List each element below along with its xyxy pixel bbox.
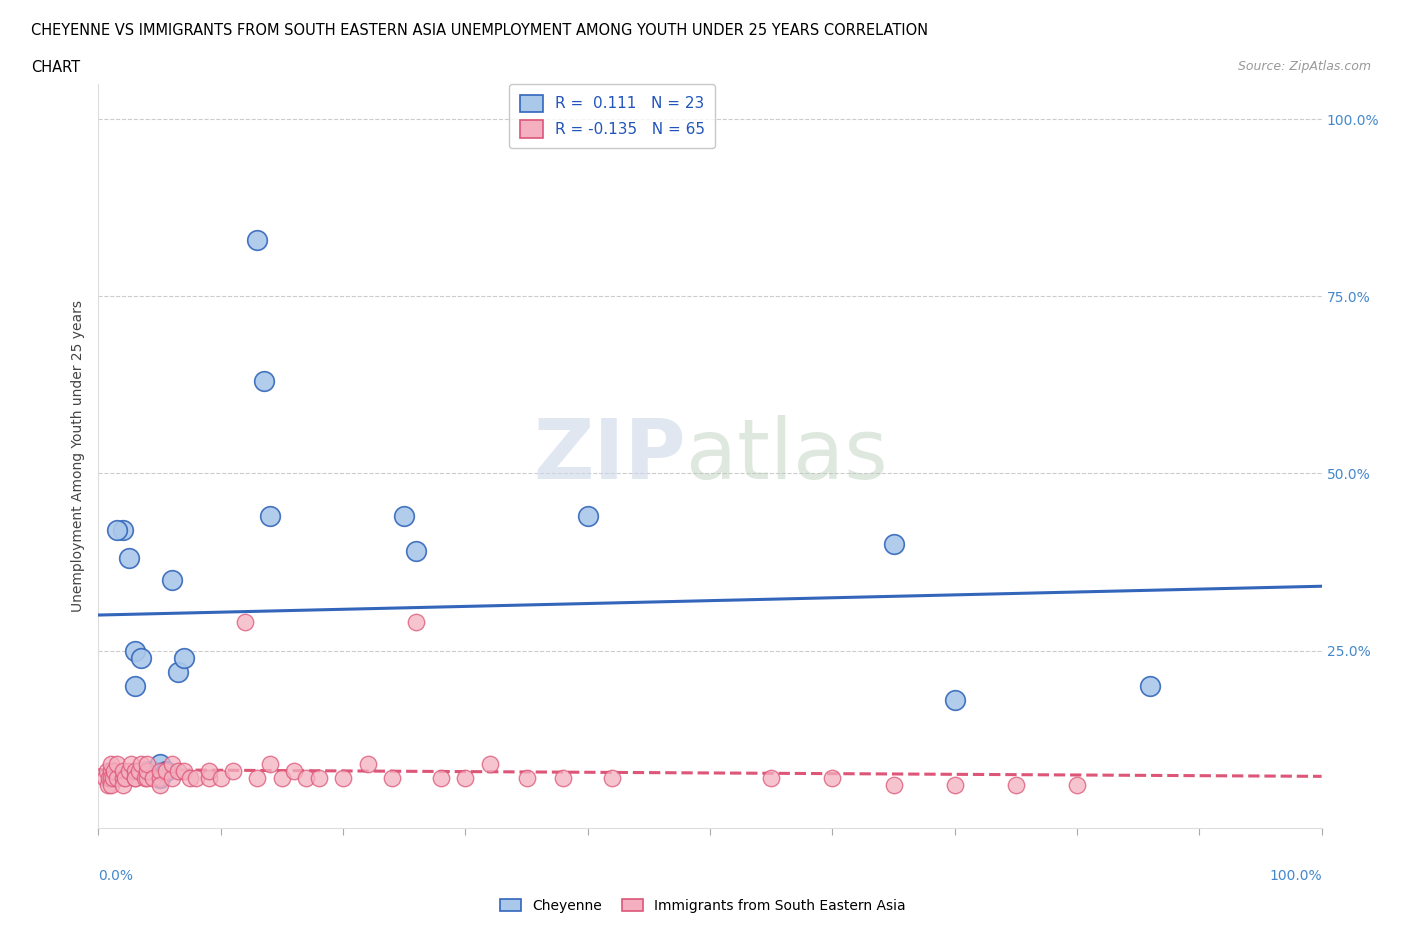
Point <box>943 693 966 708</box>
Point <box>515 771 537 786</box>
Point <box>96 764 118 778</box>
Point <box>142 771 165 786</box>
Point <box>246 771 269 786</box>
Point <box>270 771 294 786</box>
Point <box>97 777 120 792</box>
Text: CHART: CHART <box>31 60 80 75</box>
Point <box>149 771 172 786</box>
Point <box>98 771 121 786</box>
Point <box>1139 679 1161 694</box>
Point <box>103 764 125 778</box>
Point <box>883 537 905 551</box>
Legend: R =  0.111   N = 23, R = -0.135   N = 65: R = 0.111 N = 23, R = -0.135 N = 65 <box>509 84 716 148</box>
Point <box>356 756 378 771</box>
Legend: Cheyenne, Immigrants from South Eastern Asia: Cheyenne, Immigrants from South Eastern … <box>495 894 911 919</box>
Point <box>197 771 219 786</box>
Point <box>186 771 208 786</box>
Point <box>129 650 152 665</box>
Point <box>179 771 201 786</box>
Point <box>761 771 783 786</box>
Point <box>134 771 156 786</box>
Point <box>93 771 115 786</box>
Point <box>160 572 183 587</box>
Point <box>821 771 844 786</box>
Point <box>149 764 172 778</box>
Point <box>600 771 623 786</box>
Point <box>252 374 274 389</box>
Point <box>405 615 427 630</box>
Point <box>105 771 128 786</box>
Point <box>149 756 172 771</box>
Point <box>120 756 142 771</box>
Point <box>124 764 146 778</box>
Point <box>124 644 146 658</box>
Point <box>128 764 150 778</box>
Point <box>111 764 134 778</box>
Point <box>129 756 152 771</box>
Point <box>118 551 141 565</box>
Point <box>155 764 177 778</box>
Y-axis label: Unemployment Among Youth under 25 years: Unemployment Among Youth under 25 years <box>72 299 86 612</box>
Text: atlas: atlas <box>686 415 887 497</box>
Point <box>100 777 122 792</box>
Point <box>553 771 575 786</box>
Text: Source: ZipAtlas.com: Source: ZipAtlas.com <box>1237 60 1371 73</box>
Point <box>136 764 159 778</box>
Point <box>160 756 183 771</box>
Point <box>1004 777 1026 792</box>
Text: CHEYENNE VS IMMIGRANTS FROM SOUTH EASTERN ASIA UNEMPLOYMENT AMONG YOUTH UNDER 25: CHEYENNE VS IMMIGRANTS FROM SOUTH EASTER… <box>31 23 928 38</box>
Point <box>173 764 195 778</box>
Point <box>142 764 165 778</box>
Point <box>136 771 159 786</box>
Point <box>167 664 190 679</box>
Point <box>160 771 183 786</box>
Point <box>233 615 256 630</box>
Point <box>478 756 501 771</box>
Point <box>283 764 305 778</box>
Point <box>259 509 281 524</box>
Point <box>308 771 330 786</box>
Point <box>105 756 128 771</box>
Point <box>943 777 966 792</box>
Point <box>332 771 354 786</box>
Text: 100.0%: 100.0% <box>1270 869 1322 883</box>
Point <box>124 771 146 786</box>
Point <box>105 523 128 538</box>
Point <box>136 756 159 771</box>
Point <box>149 777 172 792</box>
Point <box>222 764 245 778</box>
Point <box>1066 777 1088 792</box>
Point <box>173 650 195 665</box>
Point <box>295 771 318 786</box>
Point <box>100 764 122 778</box>
Point <box>197 764 219 778</box>
Point <box>259 756 281 771</box>
Point <box>246 232 269 247</box>
Point <box>100 756 122 771</box>
Point <box>114 771 136 786</box>
Point <box>454 771 477 786</box>
Text: 0.0%: 0.0% <box>98 869 134 883</box>
Point <box>392 509 416 524</box>
Point <box>149 771 172 786</box>
Point <box>111 523 134 538</box>
Point <box>100 771 122 786</box>
Point <box>405 544 427 559</box>
Point <box>118 764 141 778</box>
Point <box>101 771 124 786</box>
Point <box>111 771 134 786</box>
Point <box>155 764 177 778</box>
Point <box>124 771 146 786</box>
Point <box>209 771 232 786</box>
Point <box>136 764 159 778</box>
Point <box>883 777 905 792</box>
Point <box>124 679 146 694</box>
Point <box>381 771 404 786</box>
Text: ZIP: ZIP <box>533 415 686 497</box>
Point <box>430 771 453 786</box>
Point <box>167 764 190 778</box>
Point <box>111 777 134 792</box>
Point <box>576 509 599 524</box>
